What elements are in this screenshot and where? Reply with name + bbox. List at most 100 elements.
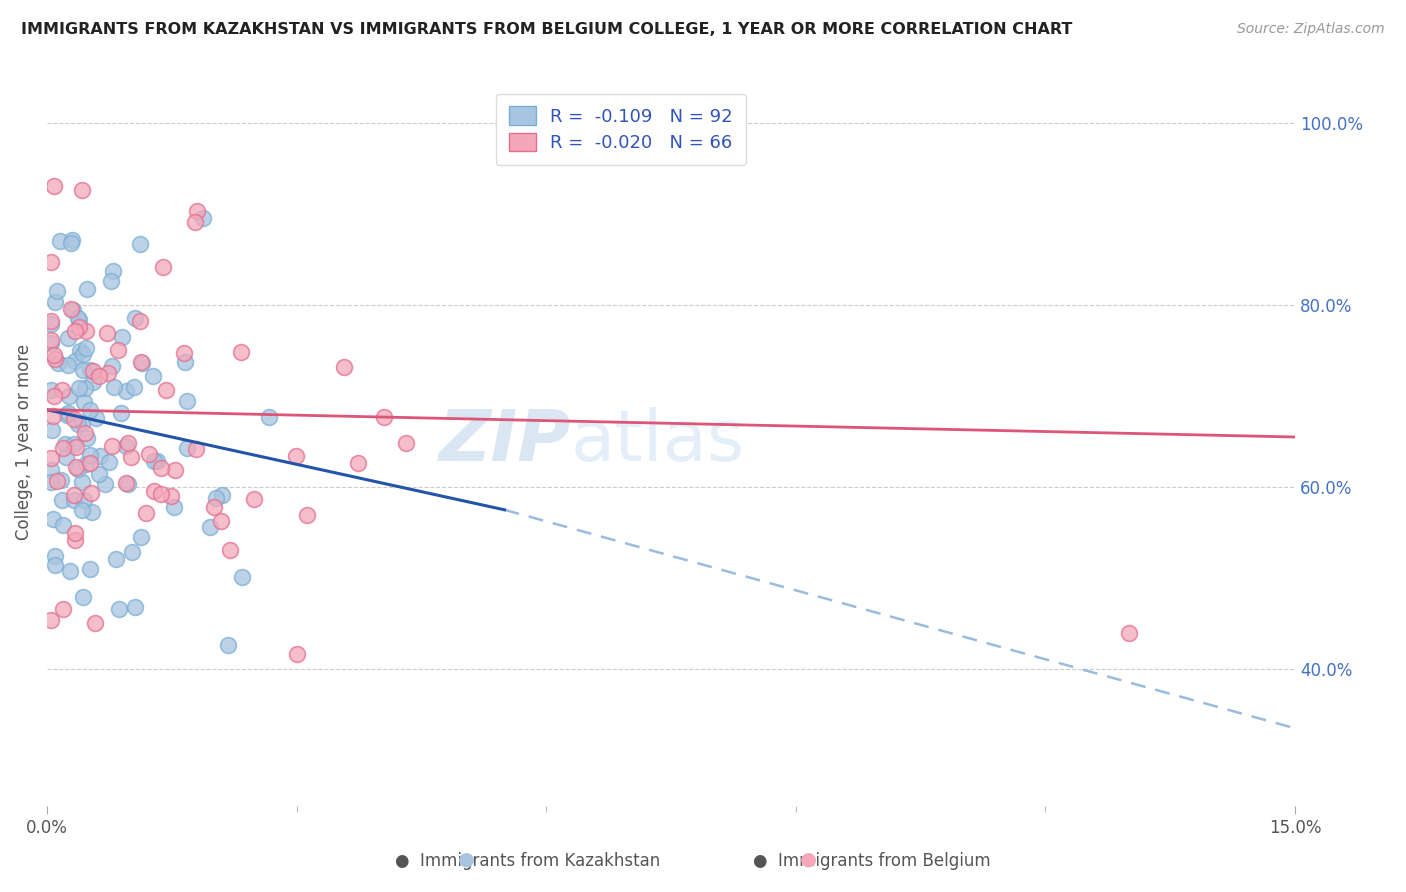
Point <box>100 274 122 288</box>
Point <box>110 406 132 420</box>
Point <box>231 345 253 359</box>
Point <box>131 356 153 370</box>
Point <box>142 369 165 384</box>
Point <box>285 647 308 661</box>
Point <box>39 333 62 347</box>
Point <box>120 450 142 464</box>
Point <box>89 467 111 482</box>
Text: ●: ● <box>800 850 817 869</box>
Point <box>67 311 90 326</box>
Text: Source: ZipAtlas.com: Source: ZipAtlas.com <box>1237 22 1385 37</box>
Point <box>53 436 76 450</box>
Point <box>117 436 139 450</box>
Point <box>103 380 125 394</box>
Point <box>63 525 86 540</box>
Point <box>231 570 253 584</box>
Point <box>39 314 62 328</box>
Text: ●  Immigrants from Kazakhstan: ● Immigrants from Kazakhstan <box>395 852 659 870</box>
Point <box>285 449 308 463</box>
Point <box>42 409 65 423</box>
Point <box>55 409 77 423</box>
Point <box>173 354 195 368</box>
Point <box>89 449 111 463</box>
Point <box>72 183 94 197</box>
Point <box>257 409 280 424</box>
Point <box>63 354 86 368</box>
Point <box>39 383 62 397</box>
Point <box>60 236 83 251</box>
Point <box>79 456 101 470</box>
Point <box>105 551 128 566</box>
Point <box>242 491 264 506</box>
Point <box>395 436 418 450</box>
Point <box>41 512 63 526</box>
Point <box>149 486 172 500</box>
Point <box>202 500 225 514</box>
Point <box>39 475 62 489</box>
Point <box>63 487 86 501</box>
Point <box>129 531 152 545</box>
Point <box>44 389 66 403</box>
Legend: R =  -0.109   N = 92, R =  -0.020   N = 66: R = -0.109 N = 92, R = -0.020 N = 66 <box>496 94 745 165</box>
Point <box>49 473 72 487</box>
Text: ●: ● <box>458 850 475 869</box>
Point <box>83 616 105 631</box>
Point <box>108 602 131 616</box>
Point <box>39 317 62 331</box>
Point <box>373 410 395 425</box>
Point <box>70 503 93 517</box>
Point <box>51 601 73 615</box>
Point <box>217 638 239 652</box>
Point <box>79 449 101 463</box>
Point <box>39 335 62 350</box>
Point <box>101 359 124 373</box>
Point <box>1118 625 1140 640</box>
Point <box>76 431 98 445</box>
Point <box>218 543 240 558</box>
Point <box>94 477 117 491</box>
Point <box>205 491 228 506</box>
Point <box>76 282 98 296</box>
Point <box>51 492 73 507</box>
Point <box>73 381 96 395</box>
Point <box>65 440 87 454</box>
Point <box>66 417 89 431</box>
Point <box>87 369 110 384</box>
Point <box>80 486 103 500</box>
Point <box>46 284 69 298</box>
Point <box>79 363 101 377</box>
Point <box>72 363 94 377</box>
Point <box>111 329 134 343</box>
Point <box>121 545 143 559</box>
Point <box>79 403 101 417</box>
Point <box>122 380 145 394</box>
Point <box>39 463 62 477</box>
Point <box>128 236 150 251</box>
Point <box>184 442 207 457</box>
Point <box>58 358 80 372</box>
Point <box>62 302 84 317</box>
Point <box>117 477 139 491</box>
Point <box>149 461 172 475</box>
Point <box>73 493 96 508</box>
Point <box>42 178 65 193</box>
Point <box>115 476 138 491</box>
Point <box>101 264 124 278</box>
Point <box>63 493 86 508</box>
Point <box>82 376 104 390</box>
Point <box>72 395 94 409</box>
Point <box>51 518 73 533</box>
Point <box>152 260 174 274</box>
Point <box>176 441 198 455</box>
Point <box>86 411 108 425</box>
Point <box>128 314 150 328</box>
Point <box>155 383 177 397</box>
Point <box>44 295 66 310</box>
Point <box>63 437 86 451</box>
Point <box>183 215 205 229</box>
Point <box>46 474 69 488</box>
Point <box>295 508 318 522</box>
Point <box>101 438 124 452</box>
Point <box>135 506 157 520</box>
Point <box>67 461 90 475</box>
